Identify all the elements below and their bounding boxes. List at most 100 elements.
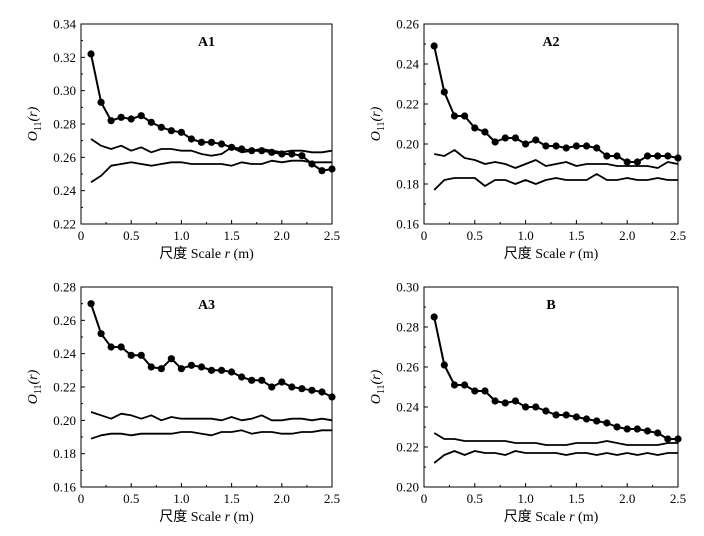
lower-envelope-line <box>433 173 678 191</box>
x-axis-label: 尺度 Scale r (m) <box>504 246 599 262</box>
lower-envelope-line <box>90 429 332 440</box>
x-axis-label: 尺度 Scale r (m) <box>159 509 254 525</box>
observed-point <box>481 387 489 395</box>
observed-point <box>562 411 570 419</box>
y-tick-label: 0.22 <box>396 97 419 112</box>
observed-point <box>552 411 560 419</box>
observed-point <box>552 142 560 150</box>
y-axis-label-arg: (r) <box>369 369 384 384</box>
observed-point <box>593 144 601 152</box>
x-tick-label: 1.0 <box>173 491 189 506</box>
y-tick-label: 0.26 <box>53 150 76 165</box>
x-tick-label: 2.5 <box>324 228 340 243</box>
x-tick-label: 2.0 <box>619 491 635 506</box>
observed-point <box>328 393 336 401</box>
observed-point <box>522 403 530 411</box>
upper-envelope-line <box>433 432 678 446</box>
observed-point <box>511 134 520 142</box>
observed-point <box>542 407 550 415</box>
y-tick-label: 0.30 <box>53 83 76 98</box>
observed-point <box>248 376 256 384</box>
y-axis-label-arg: (r) <box>369 106 384 121</box>
observed-point <box>217 140 226 148</box>
x-tick-label: 0 <box>78 228 85 243</box>
x-axis-label-text: 尺度 Scale <box>504 246 569 262</box>
observed-point <box>157 365 165 373</box>
observed-point <box>491 397 499 405</box>
observed-point <box>278 378 286 386</box>
observed-point <box>471 124 479 132</box>
chart-panel-a1: 0 0.5 1.0 1.5 2.0 2.5 0.22 0.24 0.26 0.28 0.30 0.32… <box>26 17 340 263</box>
y-axis-label-main: O <box>26 394 41 404</box>
observed-point <box>288 150 296 158</box>
y-tick-label: 0.28 <box>396 320 419 335</box>
x-axis-label-unit: (m) <box>230 247 254 262</box>
x-tick-label: 2.5 <box>670 491 686 506</box>
observed-point <box>308 386 316 394</box>
x-axis-label-unit: (m) <box>575 247 599 262</box>
observed-point <box>167 355 175 363</box>
observed-point <box>674 435 682 443</box>
observed-point <box>107 117 115 125</box>
y-tick-label: 0.34 <box>53 17 76 32</box>
x-axis-label-var: r <box>225 247 231 262</box>
observed-point <box>127 351 135 359</box>
observed-point <box>511 397 520 405</box>
y-tick-label: 0.24 <box>53 346 76 361</box>
observed-point <box>461 381 469 389</box>
observed-point <box>298 385 306 393</box>
lower-envelope-line <box>433 450 678 464</box>
observed-point <box>430 313 438 321</box>
y-tick-label: 0.28 <box>53 280 76 295</box>
observed-point <box>532 136 540 144</box>
y-tick-label: 0.16 <box>396 217 419 232</box>
observed-point <box>593 417 601 425</box>
observed-point <box>238 373 246 381</box>
observed-point <box>481 128 489 136</box>
x-tick-label: 2.0 <box>274 228 290 243</box>
observed-point <box>674 154 682 162</box>
y-axis-label-arg: (r) <box>26 369 41 384</box>
observed-point <box>147 363 155 371</box>
x-tick-label: 2.5 <box>324 491 340 506</box>
observed-point <box>501 399 509 407</box>
observed-point <box>318 388 326 396</box>
x-axis-label-text: 尺度 Scale <box>159 509 224 525</box>
y-axis-label-arg: (r) <box>26 106 41 121</box>
y-axis-label-sub: 11 <box>33 122 44 132</box>
observed-point <box>603 419 611 427</box>
x-axis-label: 尺度 Scale r (m) <box>159 246 254 262</box>
chart-panel-b: 0 0.5 1.0 1.5 2.0 2.5 0.20 0.22 0.24 0.26 0.28 0.30… <box>369 280 686 526</box>
observed-point <box>207 366 216 374</box>
panel-title: B <box>546 298 555 313</box>
y-tick-label: 0.20 <box>396 137 419 152</box>
y-axis-label: O11(r) <box>26 106 44 141</box>
y-tick-label: 0.32 <box>53 50 76 65</box>
observed-point <box>97 98 105 106</box>
observed-point <box>117 113 125 121</box>
y-tick-label: 0.28 <box>53 117 76 132</box>
panel-title: A3 <box>198 298 215 313</box>
y-tick-label: 0.22 <box>53 217 76 232</box>
y-axis-label-main: O <box>369 131 384 141</box>
observed-point <box>450 381 459 389</box>
x-tick-label: 2.0 <box>619 228 635 243</box>
x-tick-label: 0.5 <box>467 228 483 243</box>
observed-point <box>572 142 581 150</box>
x-axis-label-var: r <box>569 510 575 525</box>
chart-panel-a2: 0 0.5 1.0 1.5 2.0 2.5 0.16 0.18 0.20 0.22 0.24 0.26… <box>369 17 686 263</box>
observed-point <box>582 415 591 423</box>
y-tick-label: 0.20 <box>396 480 419 495</box>
y-axis-label-sub: 11 <box>33 385 44 395</box>
observed-point <box>643 152 652 160</box>
x-tick-label: 1.5 <box>568 491 584 506</box>
observed-point <box>643 427 652 435</box>
observed-point <box>440 361 448 369</box>
x-axis-label-unit: (m) <box>575 510 599 525</box>
y-axis-label: O11(r) <box>369 369 387 404</box>
observed-point <box>298 152 306 160</box>
observed-point <box>532 403 540 411</box>
observed-series-line <box>433 316 678 440</box>
observed-point <box>137 351 145 359</box>
observed-point <box>613 152 621 160</box>
